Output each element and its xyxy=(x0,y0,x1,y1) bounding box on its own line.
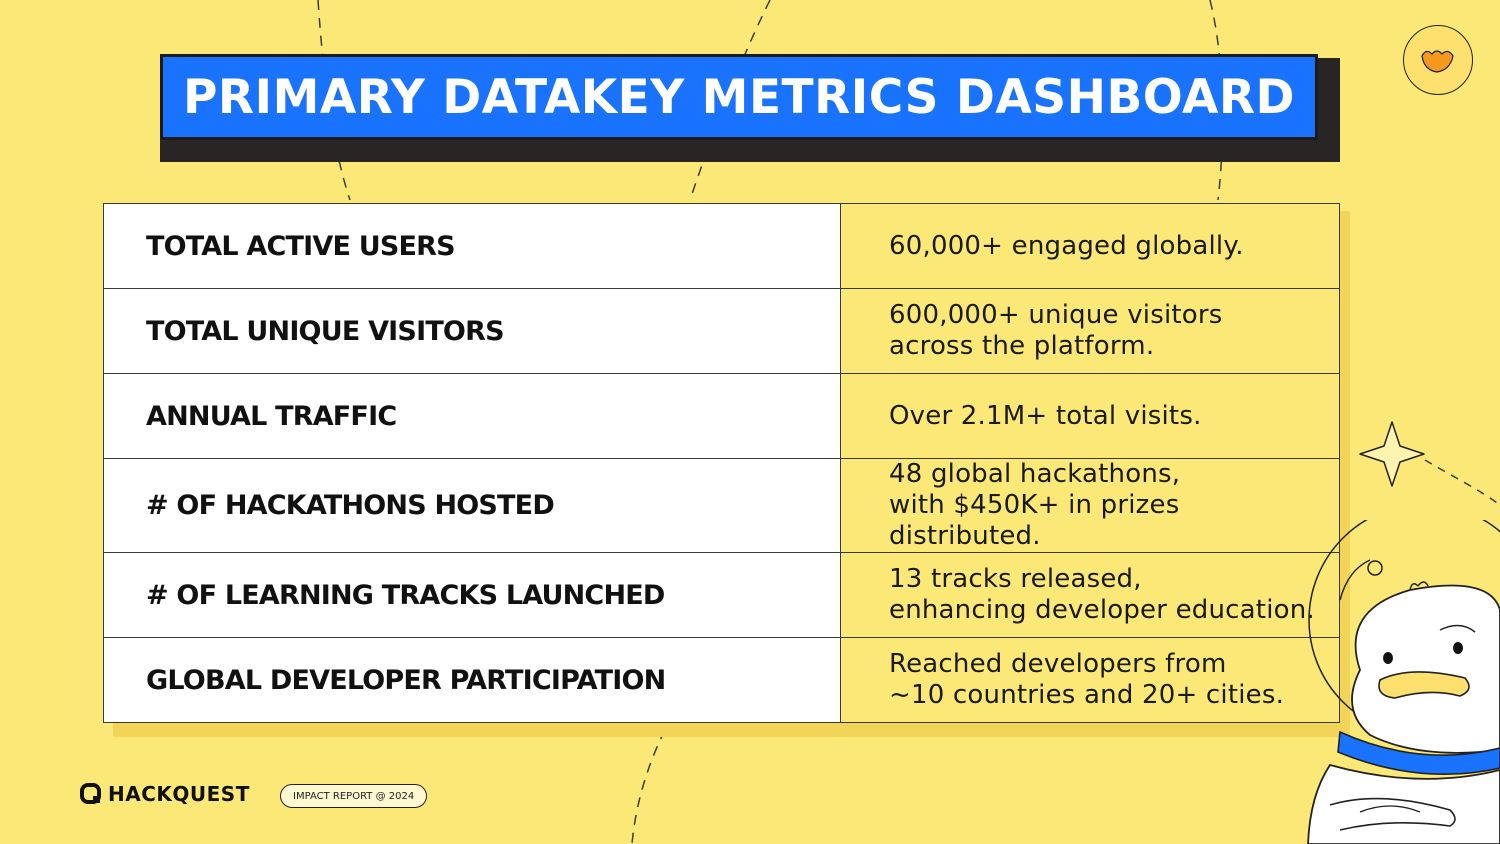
page-title: PRIMARY DATAKEY METRICS DASHBOARD xyxy=(182,69,1296,125)
metric-label: ANNUAL TRAFFIC xyxy=(146,400,397,432)
metric-label-cell: GLOBAL DEVELOPER PARTICIPATION xyxy=(103,637,841,723)
metric-value-cell: 60,000+ engaged globally. xyxy=(840,203,1340,289)
table-row: # OF LEARNING TRACKS LAUNCHED 13 tracks … xyxy=(103,552,1340,638)
brand-logo: HACKQUEST xyxy=(80,782,250,806)
metric-label: TOTAL ACTIVE USERS xyxy=(146,230,456,262)
sparkle-star-icon xyxy=(1359,421,1425,487)
report-badge: IMPACT REPORT @ 2024 xyxy=(280,784,428,808)
metric-value-cell: 48 global hackathons, with $450K+ in pri… xyxy=(840,458,1340,553)
table-row: TOTAL UNIQUE VISITORS 600,000+ unique vi… xyxy=(103,288,1340,374)
metric-label: TOTAL UNIQUE VISITORS xyxy=(146,315,505,347)
metric-value: 13 tracks released, enhancing developer … xyxy=(889,564,1315,625)
report-badge-label: IMPACT REPORT @ 2024 xyxy=(293,790,415,802)
table-row: # OF HACKATHONS HOSTED 48 global hackath… xyxy=(103,458,1340,553)
metric-label: # OF LEARNING TRACKS LAUNCHED xyxy=(146,579,665,611)
metrics-table-container: TOTAL ACTIVE USERS 60,000+ engaged globa… xyxy=(103,203,1340,723)
duck-badge xyxy=(1403,25,1473,95)
metric-value: Over 2.1M+ total visits. xyxy=(889,400,1202,431)
metric-value: 600,000+ unique visitors across the plat… xyxy=(889,300,1223,361)
metric-value-cell: 600,000+ unique visitors across the plat… xyxy=(840,288,1340,374)
metrics-table: TOTAL ACTIVE USERS 60,000+ engaged globa… xyxy=(103,203,1340,723)
metric-value: 48 global hackathons, with $450K+ in pri… xyxy=(889,459,1181,551)
metric-value-cell: 13 tracks released, enhancing developer … xyxy=(840,552,1340,638)
metric-value: Reached developers from ~10 countries an… xyxy=(889,649,1285,710)
metric-label-cell: # OF HACKATHONS HOSTED xyxy=(103,458,841,553)
metric-label: GLOBAL DEVELOPER PARTICIPATION xyxy=(146,664,666,696)
duck-astronaut-mascot xyxy=(1307,520,1500,844)
metric-label-cell: TOTAL ACTIVE USERS xyxy=(103,203,841,289)
metric-label-cell: TOTAL UNIQUE VISITORS xyxy=(103,288,841,374)
hackquest-logo-icon xyxy=(80,783,101,804)
table-row: ANNUAL TRAFFIC Over 2.1M+ total visits. xyxy=(103,373,1340,459)
metric-label-cell: # OF LEARNING TRACKS LAUNCHED xyxy=(103,552,841,638)
metric-label: # OF HACKATHONS HOSTED xyxy=(146,490,555,521)
metric-value: 60,000+ engaged globally. xyxy=(889,230,1244,261)
metric-label-cell: ANNUAL TRAFFIC xyxy=(103,373,841,459)
title-banner: PRIMARY DATAKEY METRICS DASHBOARD xyxy=(160,54,1318,140)
brand-name: HACKQUEST xyxy=(108,782,250,806)
metric-value-cell: Over 2.1M+ total visits. xyxy=(840,373,1340,459)
table-row: GLOBAL DEVELOPER PARTICIPATION Reached d… xyxy=(103,637,1340,723)
metric-value-cell: Reached developers from ~10 countries an… xyxy=(840,637,1340,723)
duck-face-icon xyxy=(1421,50,1454,73)
table-row: TOTAL ACTIVE USERS 60,000+ engaged globa… xyxy=(103,203,1340,289)
